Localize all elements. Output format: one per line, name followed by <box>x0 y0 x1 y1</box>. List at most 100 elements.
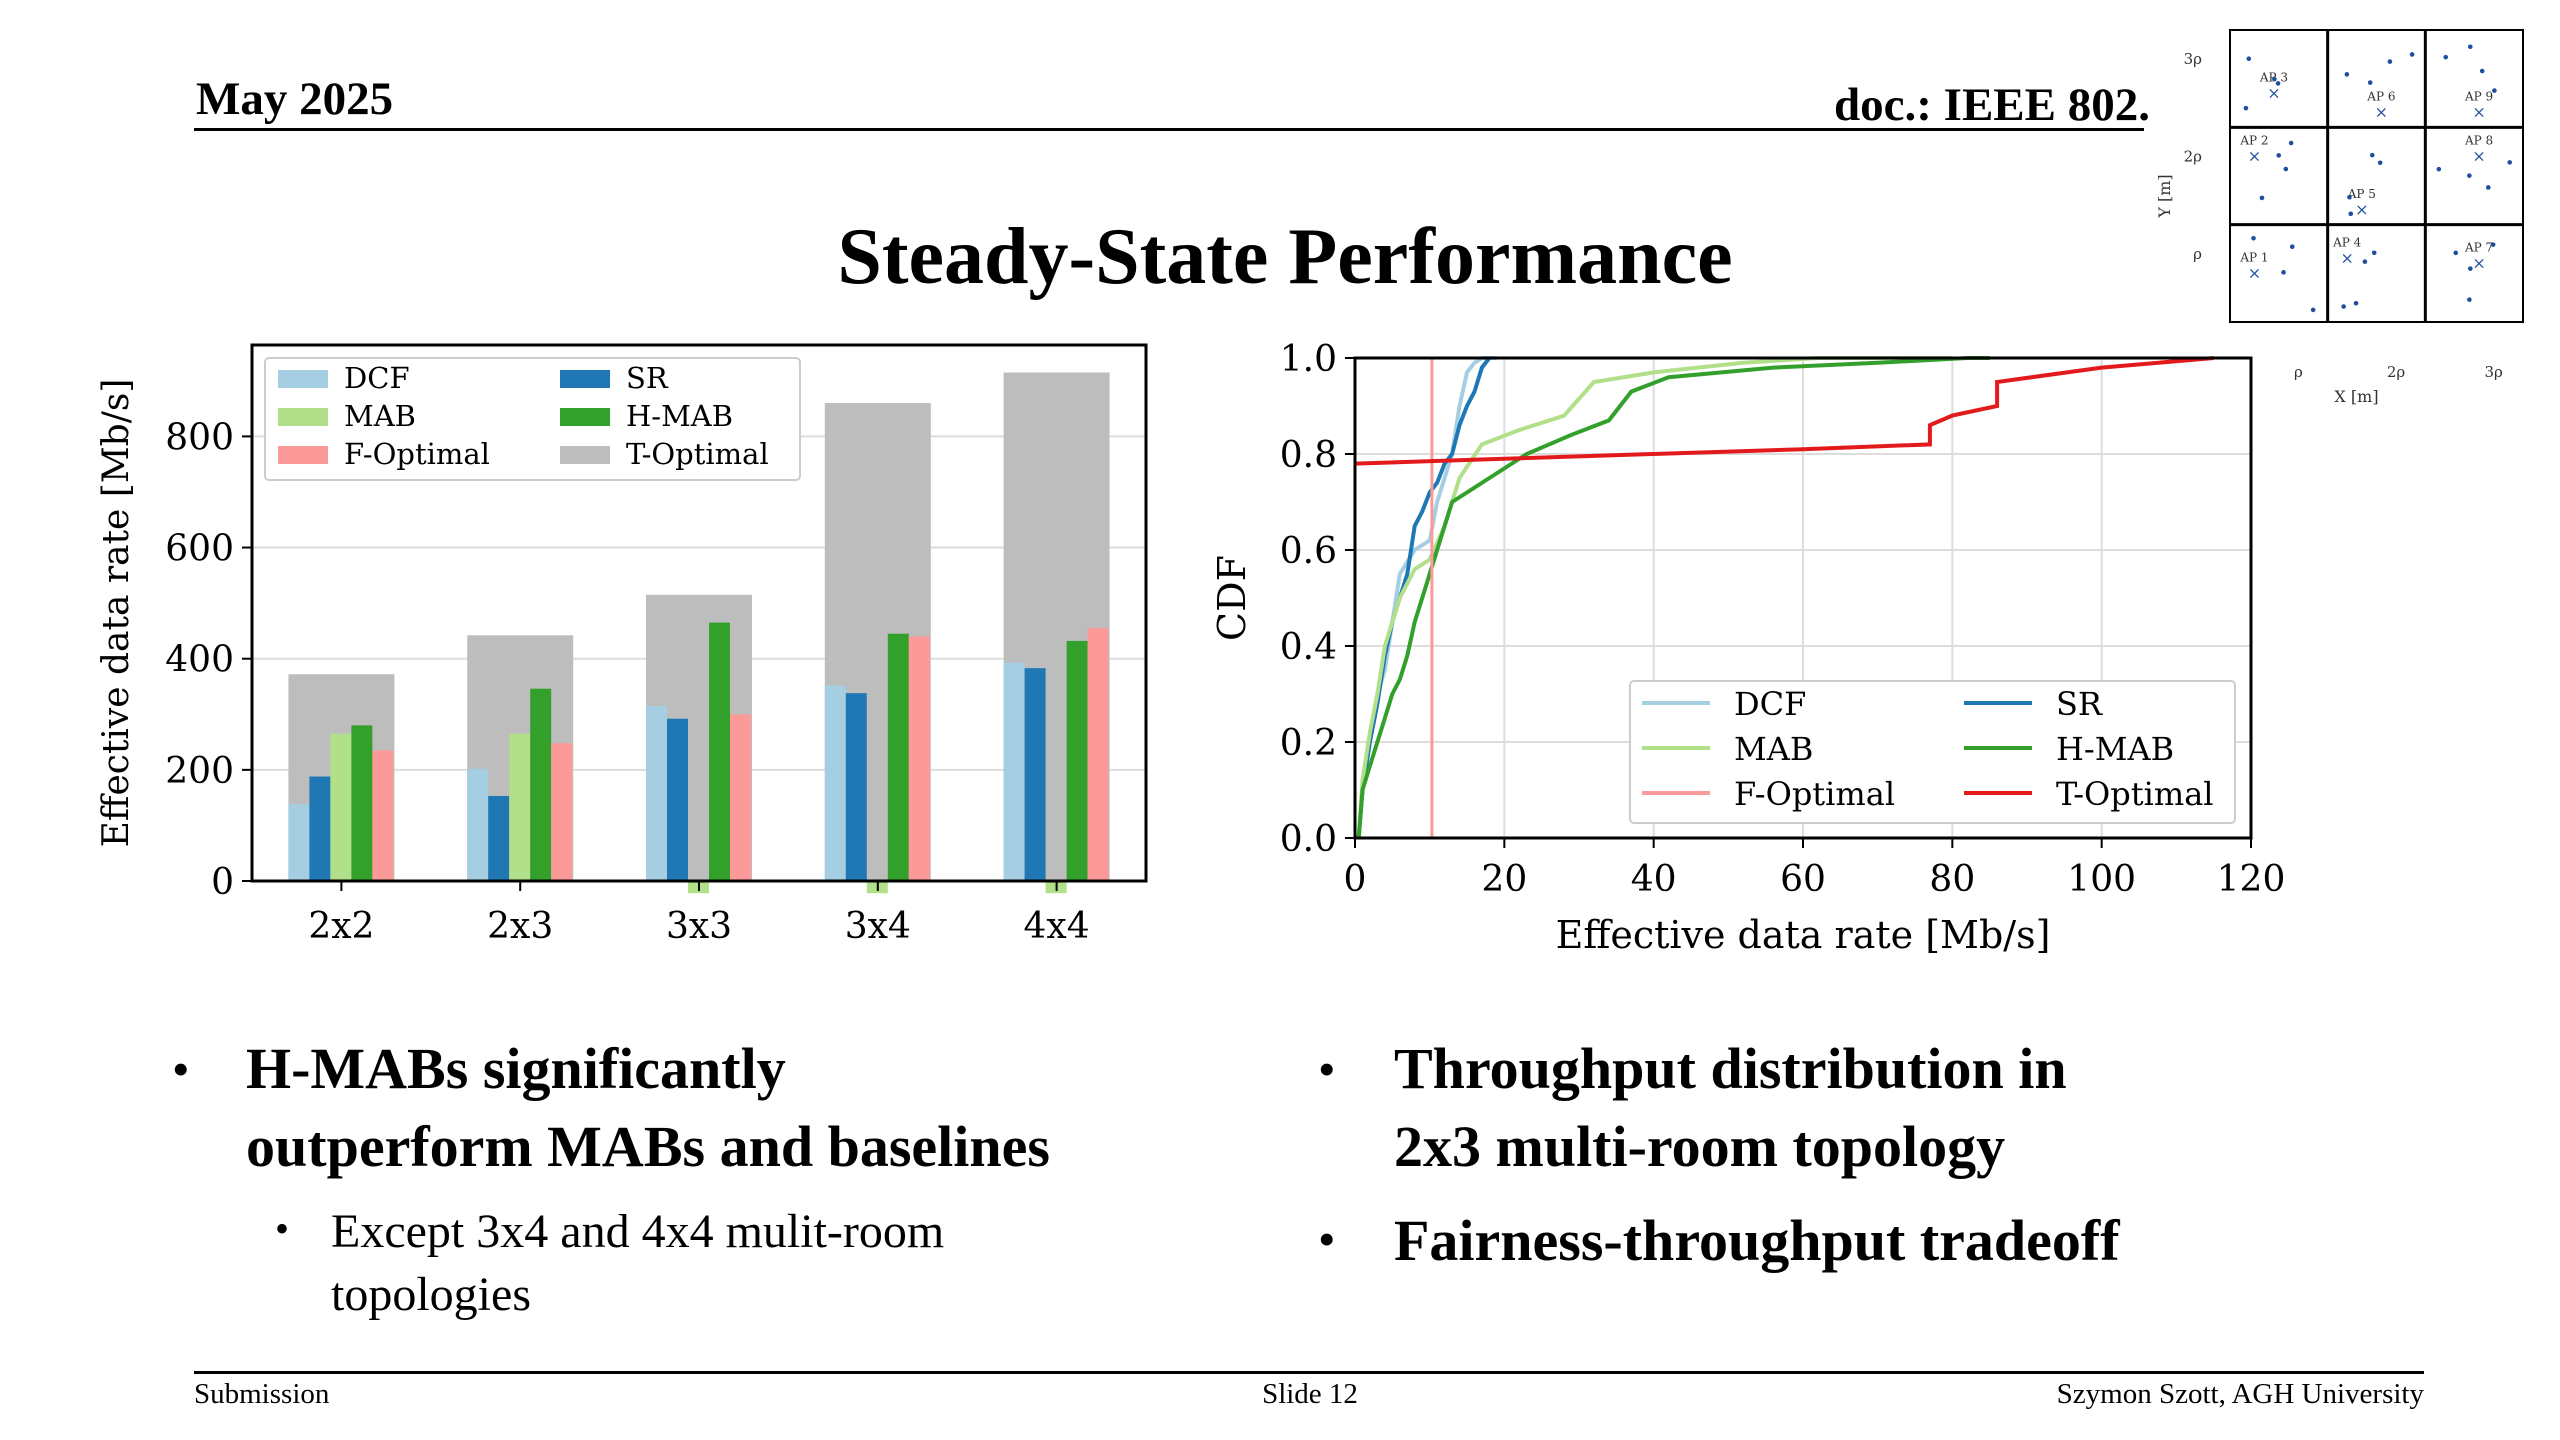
x-tick-label: 4x4 <box>1024 906 1090 947</box>
bar-sr <box>1024 668 1046 881</box>
topology-frame <box>2229 29 2524 323</box>
ap-marker: × <box>2375 103 2388 122</box>
bar-h-mab <box>709 622 730 881</box>
plot-frame <box>250 343 1148 883</box>
x-tick-label: 3ρ <box>2485 363 2504 381</box>
station-dot <box>2467 173 2472 178</box>
header-date: May 2025 <box>196 73 394 125</box>
x-tick-label: 60 <box>1780 859 1826 900</box>
x-tick-label: 80 <box>1929 859 1975 900</box>
y-axis-label: Y [m] <box>2155 174 2174 218</box>
bar-f-optimal <box>551 743 573 881</box>
ap-label: AP 8 <box>2464 134 2493 148</box>
station-dot <box>2259 195 2265 201</box>
station-dot <box>2276 153 2282 158</box>
x-tick-label: 0 <box>1344 859 1367 900</box>
header-rule <box>194 128 2144 131</box>
x-tick-label: 2ρ <box>2387 363 2406 381</box>
station-dot <box>2310 307 2316 313</box>
bar-h-mab <box>351 725 373 881</box>
bar-f-optimal <box>372 750 394 881</box>
ap-label: AP 9 <box>2464 90 2493 104</box>
cdf-chart: 0 20 40 60 80 100 120 0.0 0.2 0.4 0.6 0.8 1.0 Effecti… <box>1210 339 2285 957</box>
bullet-line: Throughput distribution in <box>1394 1036 2067 1101</box>
ap-marker: × <box>2248 263 2261 282</box>
x-tick-label: 40 <box>1631 859 1677 900</box>
y-axis-label: Effective data rate [Mb/s] <box>96 379 137 848</box>
station-dot <box>2347 194 2352 200</box>
bar-dcf <box>824 685 846 881</box>
station-dot <box>2341 304 2346 309</box>
station-dot <box>2243 105 2249 111</box>
station-dot <box>2479 68 2485 74</box>
ap-label: AP 6 <box>2366 90 2395 104</box>
bar-dcf <box>1003 662 1025 881</box>
legend-swatch <box>278 408 328 426</box>
y-tick-label: 0.6 <box>1280 531 1337 572</box>
ap-marker: × <box>2248 147 2261 166</box>
footer-right: Szymon Szott, AGH University <box>2056 1378 2424 1410</box>
footer-left: Submission <box>194 1378 330 1410</box>
ap-label: AP 1 <box>2239 250 2268 264</box>
header-doc-id: doc.: IEEE 802. <box>1834 79 2150 131</box>
station-dot <box>2409 52 2415 57</box>
y-tick-label: 1.0 <box>1280 339 1337 380</box>
bar-mab <box>509 733 531 881</box>
y-tick-label: 0.2 <box>1280 723 1337 764</box>
ap-label: AP 4 <box>2332 236 2362 250</box>
cdf-line-dcf <box>1356 356 1497 839</box>
legend-swatch <box>278 446 328 464</box>
station-dot <box>2387 59 2393 64</box>
station-dot <box>2377 160 2383 166</box>
legend-swatch <box>560 408 610 426</box>
legend-label: DCF <box>344 361 410 395</box>
station-dot <box>2467 297 2472 302</box>
station-dot <box>2486 185 2491 190</box>
bullet-dot: • <box>1318 1211 1336 1267</box>
station-dot <box>2492 88 2497 93</box>
legend-label: T-Optimal <box>626 437 769 471</box>
y-tick-label: 0.8 <box>1280 435 1337 476</box>
bullet-right-first: Throughput distribution in 2x3 multi-roo… <box>1394 1030 2067 1186</box>
y-tick-label: 600 <box>165 529 234 570</box>
x-tick-label: 2x3 <box>487 906 553 947</box>
y-tick-label: 0.4 <box>1280 627 1337 668</box>
x-axis-label: Effective data rate [Mb/s] <box>1556 913 2051 957</box>
bar-chart: 0 200 400 600 800 2x2 2x3 3x3 3x4 4x4 Effective da… <box>96 343 1148 947</box>
bullet-left-main: H-MABs significantly outperform MABs and… <box>246 1030 1050 1186</box>
legend-label: F-Optimal <box>344 437 490 471</box>
station-dot <box>2371 250 2377 256</box>
station-dot <box>2272 76 2277 82</box>
bar-dcf <box>288 804 310 881</box>
bar-dcf <box>467 768 489 881</box>
bar-f-optimal <box>730 714 751 881</box>
legend: DCF SR MAB H-MAB F-Optimal T-Optimal <box>264 357 801 481</box>
y-tick-label: 2ρ <box>2184 148 2203 166</box>
y-tick-label: 400 <box>165 640 234 681</box>
x-tick-label: 100 <box>2067 859 2136 900</box>
x-tick-label: ρ <box>2294 363 2303 381</box>
station-dot <box>2436 166 2442 172</box>
legend-label: DCF <box>1734 685 1806 723</box>
station-dot <box>2281 270 2286 275</box>
legend-box <box>1629 680 2236 824</box>
ap-marker: × <box>2472 254 2485 273</box>
bullet-line: H-MABs significantly <box>246 1036 786 1101</box>
cdf-line-t-optimal <box>1354 356 2214 466</box>
y-tick-label: 800 <box>165 417 234 458</box>
x-tick-label: 3x3 <box>666 906 732 947</box>
bullet-dot: • <box>1318 1041 1336 1097</box>
station-dot <box>2362 259 2368 264</box>
y-tick-label: 3ρ <box>2184 50 2203 68</box>
bar-h-mab <box>887 633 909 881</box>
bar-h-mab <box>530 688 552 881</box>
footer-center: Slide 12 <box>1262 1378 1358 1410</box>
legend-box <box>264 357 801 481</box>
station-dot <box>2453 250 2459 256</box>
station-dot <box>2283 166 2289 172</box>
bar-f-optimal <box>1087 628 1109 881</box>
bar-mab <box>330 733 352 881</box>
station-dot <box>2353 300 2359 306</box>
station-dot <box>2251 235 2256 241</box>
bullet-line: outperform MABs and baselines <box>246 1114 1050 1179</box>
